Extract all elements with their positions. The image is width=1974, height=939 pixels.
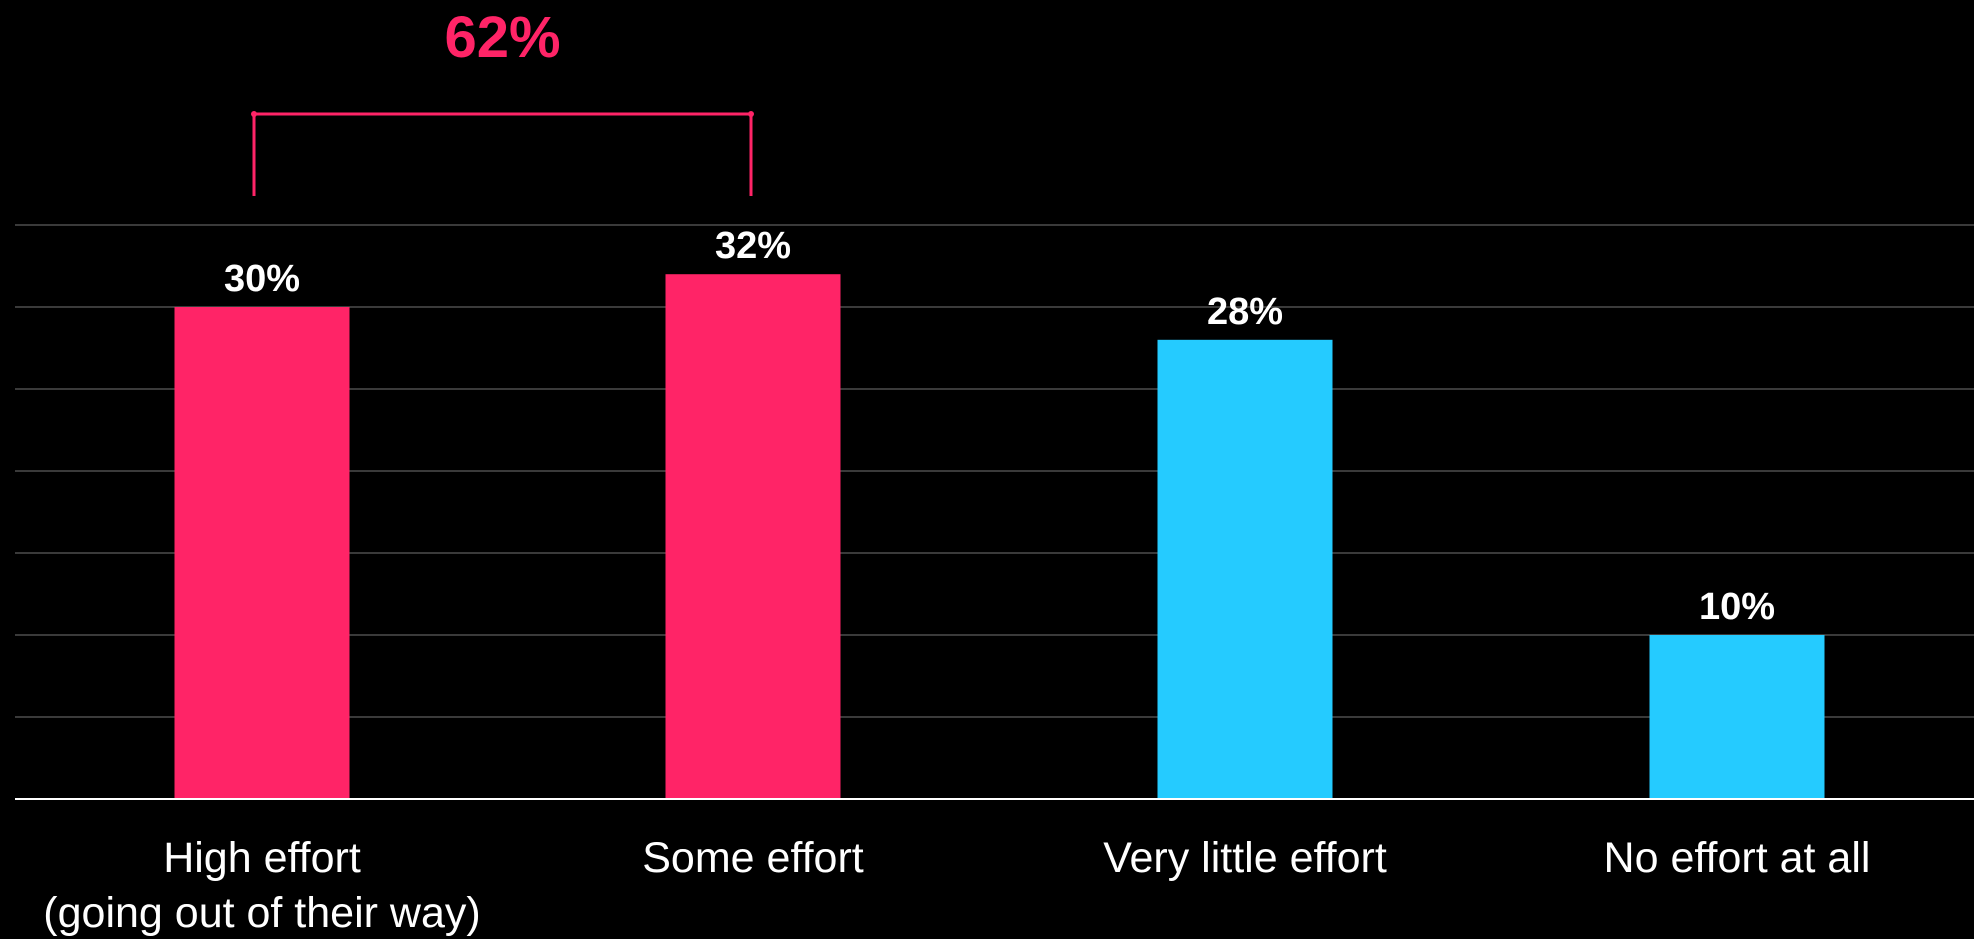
tick-label: High effort — [163, 834, 361, 882]
bracket-line — [252, 112, 753, 196]
bars — [174, 274, 1825, 799]
tick-label: Very little effort — [1103, 834, 1387, 882]
bracket-total-label: 62% — [444, 5, 560, 70]
tick-label: (going out of their way) — [43, 889, 480, 937]
bracket-dot — [251, 111, 257, 117]
data-label: 30% — [224, 258, 300, 300]
bracket-annotation: 62% — [251, 5, 754, 196]
data-label: 28% — [1207, 291, 1283, 333]
bar — [1157, 339, 1333, 799]
tick-label: Some effort — [642, 834, 864, 882]
bar — [1649, 635, 1825, 799]
data-label: 32% — [715, 225, 791, 267]
bar — [665, 274, 841, 799]
value-labels: 30% 32% 28% 10% — [224, 225, 1775, 628]
tick-label: No effort at all — [1604, 834, 1871, 882]
category-labels: High effort (going out of their way) Some … — [43, 834, 1870, 937]
data-label: 10% — [1699, 586, 1775, 628]
bar — [174, 307, 350, 799]
bracket-dot — [748, 111, 754, 117]
